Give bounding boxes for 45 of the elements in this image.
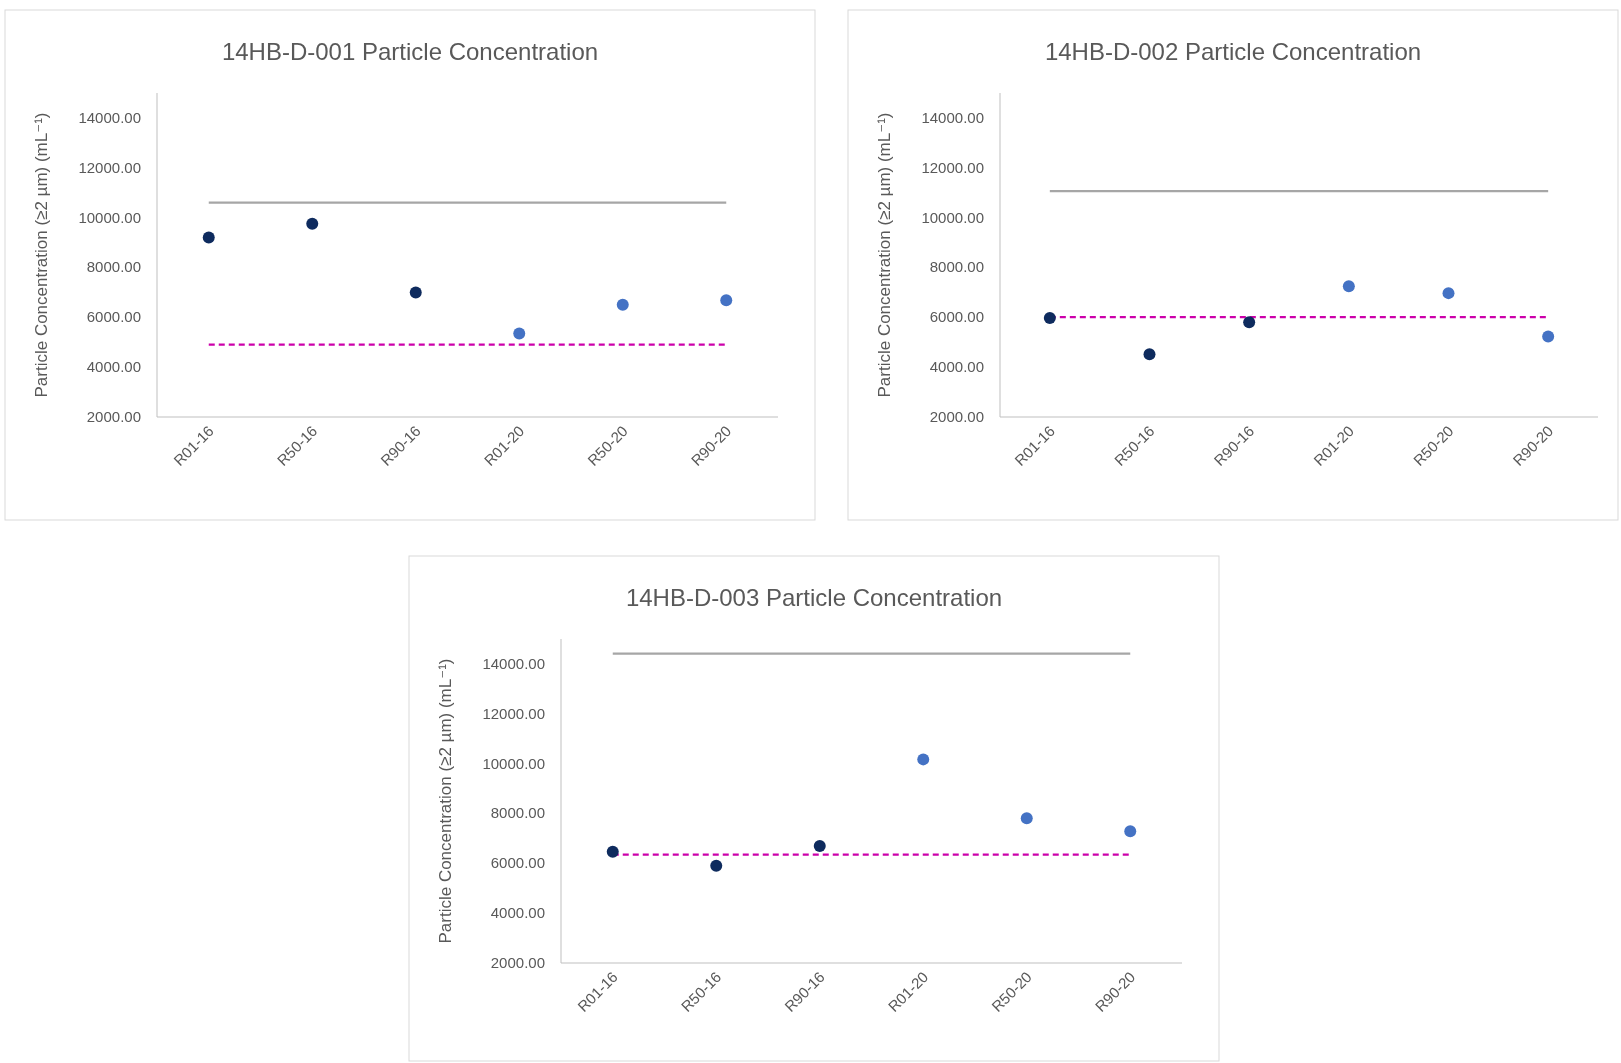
point [1143, 348, 1156, 361]
point [917, 753, 930, 766]
y-tick-label: 10000.00 [921, 208, 984, 226]
y-tick-label: 8000.00 [86, 258, 141, 276]
chart-title: 14HB-D-001 Particle Concentration [221, 38, 599, 65]
point [710, 859, 723, 872]
y-tick-label: 2000.00 [490, 954, 545, 971]
y-axis-title: Particle Concentration (≥2 µm) (mL⁻¹) [875, 112, 894, 398]
y-tick-label: 6000.00 [86, 308, 141, 326]
y-tick-label: 2000.00 [86, 408, 141, 425]
y-tick-label: 2000.00 [929, 408, 984, 425]
y-tick-label: 12000.00 [482, 704, 545, 722]
point [202, 231, 215, 244]
chart-title: 14HB-D-002 Particle Concentration [1044, 38, 1422, 65]
point [1124, 825, 1137, 838]
point [606, 845, 619, 858]
y-tick-label: 6000.00 [929, 308, 984, 326]
point [306, 217, 319, 230]
chart-title: 14HB-D-003 Particle Concentration [625, 584, 1003, 611]
y-tick-label: 14000.00 [78, 108, 141, 126]
y-tick-label: 4000.00 [490, 904, 545, 922]
point [1342, 280, 1355, 293]
y-tick-label: 6000.00 [490, 854, 545, 872]
point [813, 840, 826, 853]
y-tick-label: 14000.00 [921, 108, 984, 126]
point [409, 286, 422, 299]
y-tick-label: 4000.00 [86, 358, 141, 376]
point [616, 298, 629, 311]
y-tick-label: 4000.00 [929, 358, 984, 376]
point [1020, 812, 1033, 825]
point [720, 294, 733, 307]
point [513, 327, 526, 340]
y-axis-title: Particle Concentration (≥2 µm) (mL⁻¹) [32, 112, 51, 398]
point [1542, 330, 1555, 343]
y-tick-label: 14000.00 [482, 654, 545, 672]
point [1043, 312, 1056, 325]
y-axis-title: Particle Concentration (≥2 µm) (mL⁻¹) [436, 658, 455, 944]
y-tick-label: 12000.00 [921, 158, 984, 176]
point [1442, 287, 1455, 300]
y-tick-label: 10000.00 [482, 754, 545, 772]
point [1243, 316, 1256, 329]
y-tick-label: 8000.00 [929, 258, 984, 276]
y-tick-label: 12000.00 [78, 158, 141, 176]
y-tick-label: 8000.00 [490, 804, 545, 822]
y-tick-label: 10000.00 [78, 208, 141, 226]
